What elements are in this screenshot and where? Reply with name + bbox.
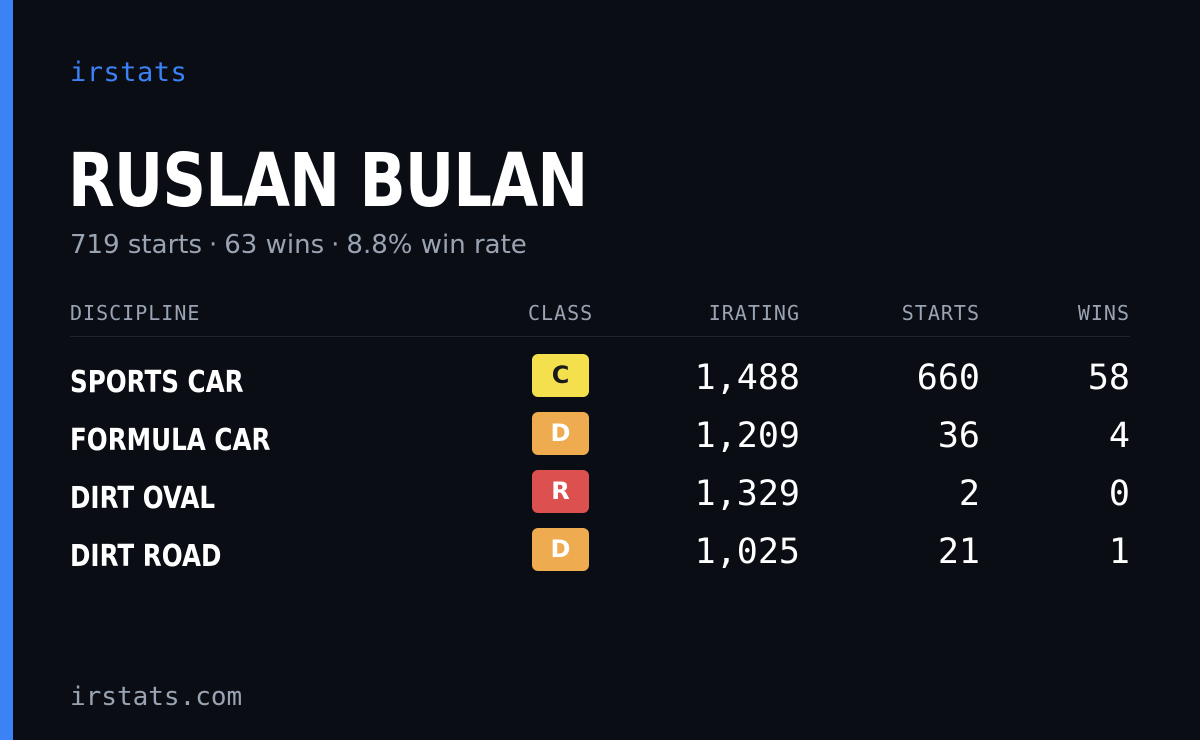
class-badge: C [532, 354, 589, 397]
player-summary: 719 starts · 63 wins · 8.8% win rate [70, 228, 527, 262]
starts-value: 2 [958, 474, 980, 514]
wins-value: 4 [1108, 416, 1130, 456]
summary-separator: · [209, 230, 218, 260]
summary-wins: 63 wins [224, 230, 325, 260]
stats-table-body: SPORTS CAR C 1,488 660 58 FORMULA CAR D … [70, 352, 1130, 584]
starts-value: 660 [916, 358, 980, 398]
summary-starts: 719 starts [70, 230, 202, 260]
class-badge: D [532, 412, 589, 455]
starts-value: 36 [937, 416, 980, 456]
irating-value: 1,025 [694, 532, 800, 572]
summary-win-rate: 8.8% win rate [346, 230, 527, 260]
wins-value: 0 [1108, 474, 1130, 514]
stats-table-header: DISCIPLINE CLASS IRATING STARTS WINS [70, 298, 1130, 337]
accent-bar [0, 0, 13, 740]
summary-separator: · [331, 230, 340, 260]
column-header-wins: WINS [1077, 301, 1130, 325]
discipline-name: SPORTS CAR [70, 365, 244, 400]
footer-site-url: irstats.com [70, 682, 243, 712]
wins-value: 58 [1087, 358, 1130, 398]
table-row: DIRT OVAL R 1,329 2 0 [70, 468, 1130, 526]
wins-value: 1 [1108, 532, 1130, 572]
class-badge: D [532, 528, 589, 571]
table-row: DIRT ROAD D 1,025 21 1 [70, 526, 1130, 584]
brand-logo-text: irstats [70, 57, 188, 88]
class-badge: R [532, 470, 589, 513]
irating-value: 1,209 [694, 416, 800, 456]
discipline-name: DIRT ROAD [70, 539, 222, 574]
starts-value: 21 [937, 532, 980, 572]
column-header-irating: IRATING [708, 301, 800, 325]
column-header-class: CLASS [528, 301, 594, 325]
discipline-name: FORMULA CAR [70, 423, 271, 458]
irating-value: 1,488 [694, 358, 800, 398]
discipline-name: DIRT OVAL [70, 481, 216, 516]
irating-value: 1,329 [694, 474, 800, 514]
column-header-starts: STARTS [901, 301, 980, 325]
column-header-discipline: DISCIPLINE [70, 301, 201, 325]
player-name: RUSLAN BULAN [68, 138, 588, 224]
table-row: FORMULA CAR D 1,209 36 4 [70, 410, 1130, 468]
table-row: SPORTS CAR C 1,488 660 58 [70, 352, 1130, 410]
